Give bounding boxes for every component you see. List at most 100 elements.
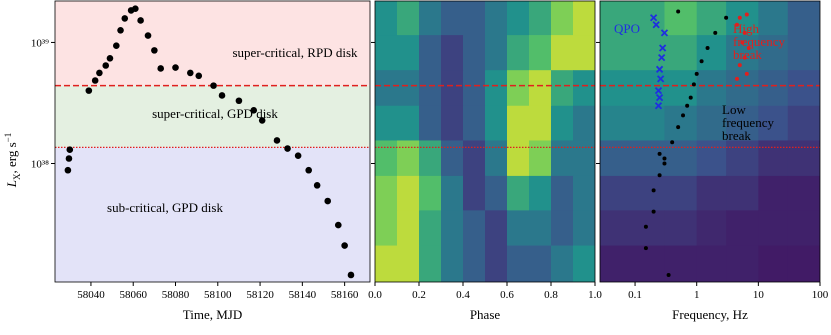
heatmap-cell [664, 210, 698, 247]
heatmap-cell [507, 1, 530, 36]
heatmap-cell [529, 175, 552, 211]
scatter-point [341, 242, 348, 249]
heatmap-cell [573, 105, 595, 141]
y-axis-label: LX, erg s−1 [3, 133, 22, 189]
heatmap-cell [463, 1, 486, 36]
heatmap-cell [485, 105, 508, 141]
scatter-point [713, 30, 718, 35]
frame [374, 0, 596, 283]
heatmap-cell [463, 105, 486, 141]
heatmap-cell [600, 105, 665, 141]
scatter-point [654, 102, 663, 110]
heatmap-cell [758, 70, 789, 107]
scatter-point [651, 188, 656, 193]
heatmap-cell [758, 35, 789, 71]
heatmap-cell [664, 175, 698, 211]
x-tick-label: 0.0 [368, 289, 382, 301]
heatmap-cell [375, 140, 398, 177]
heatmap-cell [441, 105, 464, 141]
heatmap-cell [726, 245, 759, 282]
heatmap-cell [573, 1, 595, 36]
region-label: super-critical, RPD disk [232, 45, 358, 60]
heatmap-cell [758, 1, 789, 36]
heatmap-cell [507, 210, 530, 247]
scatter-point [157, 65, 165, 72]
scatter-point [258, 117, 266, 124]
heatmap-cell [758, 105, 789, 141]
region-label: super-critical, GPD disk [152, 106, 278, 121]
x-tick-label: 0.8 [544, 289, 558, 301]
heatmap-cell [726, 1, 759, 36]
heatmap-cell [787, 1, 820, 36]
scatter-point [670, 140, 675, 145]
x-tick-label: 58120 [246, 289, 274, 301]
y-label-unit: , erg s [4, 142, 19, 173]
heatmap-cell [397, 35, 420, 71]
scatter-point [742, 55, 747, 60]
heatmap-cell [485, 140, 508, 177]
heatmap-cell [696, 140, 727, 177]
heatmap-cell [397, 70, 420, 107]
annotation-line: QPO [614, 21, 640, 36]
scatter-point [699, 59, 704, 64]
scatter-point [334, 221, 342, 229]
scatter-point [313, 182, 321, 189]
heatmap-cell [529, 105, 552, 141]
heatmap-cell [397, 105, 420, 141]
heatmap-cell [726, 140, 759, 177]
heatmap-cell [551, 70, 574, 107]
annotation-line: Low [722, 102, 746, 117]
heatmap-cell [463, 70, 486, 107]
annotation-line: frequency [733, 34, 785, 49]
heatmap-cell [507, 140, 530, 177]
annotation: Low frequency break [722, 102, 774, 143]
heatmap-cell [419, 210, 442, 247]
heatmap-cell [696, 105, 727, 141]
x-tick-label: 58100 [204, 289, 232, 301]
heatmap-cell [419, 35, 442, 71]
heatmap-cell [397, 1, 420, 36]
frame [599, 0, 821, 283]
heatmap-cell [463, 175, 486, 211]
scatter-point [685, 103, 690, 108]
scatter-point [284, 145, 291, 152]
heatmap-cell [726, 210, 759, 247]
scatter-point [652, 21, 660, 29]
heatmap-cell [664, 105, 698, 141]
heatmap-cell [573, 175, 595, 211]
x-tick-label: 1 [694, 289, 700, 301]
scatter-point [305, 166, 312, 174]
heatmap-cell [664, 245, 698, 282]
heatmap-cell [758, 175, 789, 211]
scatter-point [681, 113, 686, 118]
scatter-point [740, 40, 745, 45]
heatmap-cell [787, 175, 820, 211]
heatmap-cell [375, 105, 398, 141]
heatmap-cell [375, 245, 398, 282]
scatter-point [643, 246, 648, 251]
heatmap-cell [463, 140, 486, 177]
heatmap-cell [758, 210, 789, 247]
heatmap-cell [375, 210, 398, 247]
heatmap-cell [726, 70, 759, 107]
heatmap-cell [463, 245, 486, 282]
heatmap-cell [696, 70, 727, 107]
heatmap-cell [441, 1, 464, 36]
x-axis-label: Frequency, Hz [672, 307, 748, 322]
heatmap-cell [419, 70, 442, 107]
heatmap-cell [441, 210, 464, 247]
scatter-point [657, 173, 662, 178]
heatmap-cell [758, 140, 789, 177]
heatmap-cell [419, 175, 442, 211]
scatter-point [218, 92, 226, 99]
scatter-point [657, 151, 662, 156]
scatter-point [662, 156, 667, 161]
heatmap-cell [600, 175, 665, 211]
scatter-point [113, 42, 120, 50]
heatmap-cell [726, 105, 759, 141]
scatter-point [64, 166, 72, 174]
scatter-point [643, 224, 648, 229]
x-tick-label: 1.0 [588, 289, 602, 301]
frame [54, 0, 371, 283]
